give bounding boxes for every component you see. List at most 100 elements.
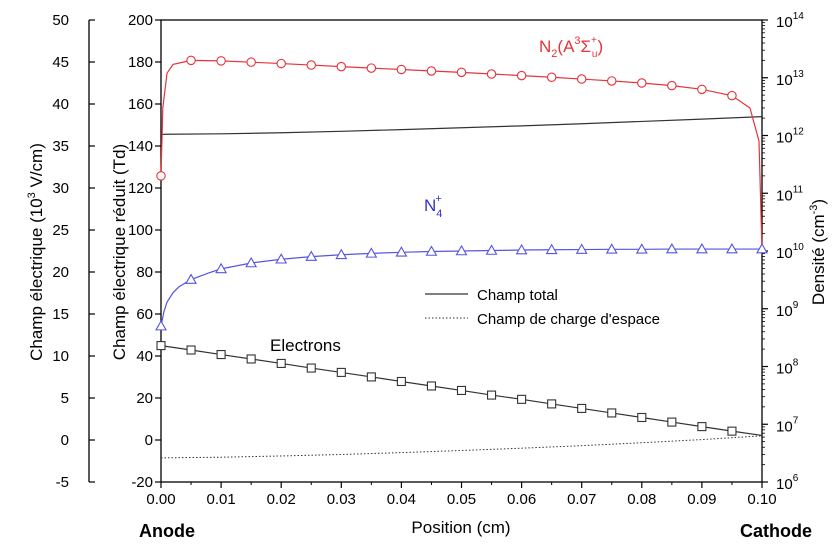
marker-circle [456, 67, 467, 78]
marker-circle [516, 70, 527, 81]
marker-triangle [245, 256, 258, 268]
x-tick-label: 0.02 [267, 491, 296, 508]
marker-square [607, 408, 617, 418]
marker-circle [667, 80, 677, 91]
marker-triangle [485, 244, 498, 255]
marker-circle [576, 74, 587, 84]
n2-annotation-e: Σ [581, 37, 592, 56]
marker-square [486, 390, 497, 400]
outer-axis-title-b: V/cm) [27, 143, 46, 192]
inner-tick-label: 180 [128, 54, 153, 71]
series-line-3 [160, 248, 762, 327]
n2-annotation-f: + [591, 35, 597, 46]
legend-label-space-charge: Champ de charge d'espace [477, 311, 660, 328]
outer-left-axis: -5 0 5 10 15 20 25 30 35 40 45 50 [52, 12, 95, 491]
marker-circle [306, 60, 316, 70]
marker-circle [276, 58, 286, 69]
marker-triangle [155, 320, 167, 331]
right-tick-label: 107 [776, 415, 799, 435]
marker-circle [186, 55, 196, 66]
marker-square [396, 376, 406, 387]
inner-tick-label: 80 [136, 264, 153, 281]
marker-square [697, 422, 707, 432]
outer-tick-label: 10 [52, 348, 69, 365]
series-layer [155, 55, 768, 459]
outer-tick-label: 15 [52, 306, 69, 323]
outer-tick-label: 45 [52, 54, 69, 71]
n2-annotation-g: u [592, 49, 598, 60]
x-tick-label: 0.03 [327, 491, 356, 508]
right-axis-title-b: ) [809, 199, 828, 205]
marker-circle [546, 72, 557, 83]
inner-tick-label: 200 [128, 12, 153, 29]
x-tick-label: 0.10 [747, 491, 776, 508]
outer-tick-label: 30 [52, 180, 69, 197]
electrons-annotation: Electrons [270, 336, 341, 355]
marker-square [276, 358, 286, 368]
x-axis-title: Position (cm) [411, 518, 510, 537]
legend-label-total: Champ total [477, 287, 558, 304]
marker-circle [396, 64, 407, 75]
marker-square [186, 345, 196, 355]
right-tick-label: 1010 [776, 242, 804, 262]
marker-triangle [726, 242, 738, 254]
inner-tick-label: 0 [145, 432, 153, 449]
marker-triangle [275, 253, 288, 264]
outer-tick-label: -5 [56, 474, 69, 491]
outer-tick-label: 0 [61, 432, 69, 449]
x-tick-label: 0.07 [567, 491, 596, 508]
marker-circle [727, 90, 737, 101]
legend: Champ total Champ de charge d'espace [425, 287, 660, 328]
right-tick-label: 108 [776, 358, 799, 378]
n2-annotation-c: (A [557, 37, 575, 56]
marker-square [366, 372, 376, 382]
outer-tick-label: 25 [52, 222, 69, 239]
marker-square [547, 399, 557, 409]
marker-triangle [335, 248, 348, 260]
right-tick-label: 106 [776, 473, 799, 493]
marker-triangle [545, 243, 558, 255]
x-tick-label: 0.06 [507, 491, 536, 508]
marker-triangle [575, 243, 588, 254]
marker-circle [606, 76, 617, 86]
x-tick-label: 0.01 [206, 491, 235, 508]
outer-axis-title-a: Champ électrique (10 [27, 198, 46, 361]
inner-tick-label: 160 [128, 96, 153, 113]
outer-tick-label: 5 [61, 390, 69, 407]
x-tick-label: 0.04 [387, 491, 416, 508]
marker-square [727, 426, 737, 436]
x-tick-label: 0.05 [447, 491, 476, 508]
n4-annotation-b: 4 [436, 208, 442, 220]
anode-label: Anode [139, 521, 195, 541]
n2-annotation: N2(A3Σ+ u) [539, 35, 603, 60]
x-axis: 0.00 0.01 0.02 0.03 0.04 0.05 0.06 0.07 0.08 0.09… [146, 482, 777, 508]
cathode-label: Cathode [740, 521, 812, 541]
right-axis-title-sup: -3 [808, 205, 820, 215]
x-tick-label: 0.08 [627, 491, 656, 508]
marker-triangle [756, 242, 768, 254]
marker-circle [246, 57, 256, 67]
inner-tick-label: 20 [136, 390, 153, 407]
marker-square [246, 354, 256, 364]
n4-annotation: N4 + [424, 193, 442, 220]
series-line-2 [160, 59, 763, 252]
inner-tick-label: 40 [136, 348, 153, 365]
x-tick-label: 0.09 [687, 491, 716, 508]
n4-annotation-c: + [435, 193, 441, 205]
right-axis-title: Densité (cm-3) [808, 199, 828, 305]
outer-tick-label: 40 [52, 96, 69, 113]
marker-triangle [665, 242, 678, 254]
marker-circle [637, 78, 647, 88]
outer-tick-label: 20 [52, 264, 69, 281]
right-tick-label: 1013 [776, 69, 804, 89]
marker-triangle [695, 242, 708, 254]
marker-square [456, 385, 467, 395]
marker-square [216, 350, 226, 360]
marker-square [637, 412, 647, 423]
marker-circle [697, 84, 707, 95]
inner-axis-title: Champ électrique réduit (Td) [110, 144, 129, 360]
right-tick-label: 1011 [776, 184, 804, 204]
inner-tick-label: 100 [128, 222, 153, 239]
x-tick-label: 0.00 [146, 491, 175, 508]
right-tick-label: 109 [776, 300, 799, 320]
